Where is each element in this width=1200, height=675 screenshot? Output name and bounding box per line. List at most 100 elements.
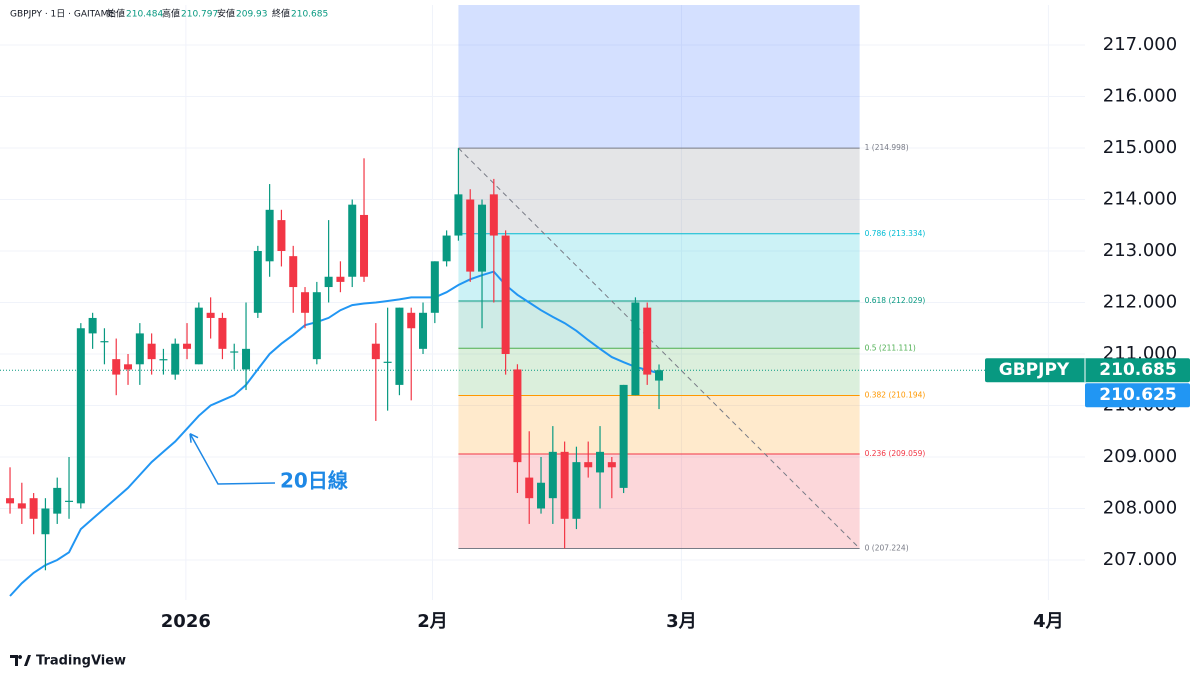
candle-body (230, 351, 239, 353)
candle-body (395, 307, 404, 385)
x-tick-label: 4月 (1033, 611, 1064, 632)
candle-body (360, 214, 369, 277)
annotation-text: 20日線 (280, 469, 348, 493)
candle-body (242, 348, 251, 370)
candle-body (17, 503, 26, 509)
candle-body (53, 487, 62, 514)
candle-body (572, 462, 581, 519)
candle-body (171, 343, 180, 375)
y-tick-label: 207.000 (1103, 549, 1177, 570)
ohlc-value: 210.797 (181, 10, 218, 20)
candle-body (584, 462, 593, 468)
candle-body (183, 343, 192, 349)
candle-body (631, 302, 640, 396)
candle-body (607, 462, 616, 468)
candle-body (501, 235, 510, 354)
candle-body (643, 307, 652, 375)
candle-body (489, 194, 498, 236)
ohlc-name: 終値 (272, 8, 290, 20)
ma-tag-value: 210.625 (1099, 385, 1176, 405)
annotation-arrow (189, 432, 276, 485)
x-tick-label: 2月 (417, 611, 448, 632)
candle-body (525, 477, 534, 499)
fib-zone (458, 148, 860, 234)
ohlc-value: 210.484 (126, 10, 163, 20)
candle-body (655, 370, 664, 381)
x-tick-label: 2026 (161, 611, 211, 632)
tradingview-logo: TradingView (10, 654, 126, 669)
candle-body (206, 312, 215, 318)
x-tick-label: 3月 (666, 611, 697, 632)
fib-label: 0 (207.224) (865, 543, 909, 552)
price-tag-value: 210.685 (1099, 360, 1176, 380)
moving-average-line (9, 270, 660, 597)
candle-body (336, 276, 345, 282)
ohlc-name: 高値 (162, 8, 180, 20)
candle-body (194, 307, 203, 365)
fib-label: 0.5 (211.111) (865, 343, 916, 352)
candle-body (430, 261, 439, 313)
y-tick-label: 215.000 (1103, 137, 1177, 158)
candle-body (466, 199, 475, 272)
candle-body (454, 194, 463, 236)
candle-body (301, 292, 310, 313)
candle-body (442, 235, 451, 262)
candle-body (619, 384, 628, 488)
candle-body (383, 361, 392, 363)
candle-body (560, 451, 569, 519)
y-tick-label: 212.000 (1103, 292, 1177, 313)
y-tick-label: 214.000 (1103, 189, 1177, 210)
candle-body (253, 251, 262, 313)
candle-body (218, 317, 227, 349)
y-tick-label: 217.000 (1103, 34, 1177, 55)
ohlc-value: 209.93 (236, 10, 268, 20)
candle-body (371, 343, 380, 360)
y-tick-label: 208.000 (1103, 497, 1177, 518)
logo-icon (10, 655, 31, 666)
candle-body (324, 276, 333, 288)
fib-zone (458, 233, 860, 302)
candle-body (419, 312, 428, 349)
y-tick-label: 209.000 (1103, 446, 1177, 467)
candle-body (29, 498, 38, 519)
ohlc-value: 210.685 (291, 10, 328, 20)
ohlc-name: 安値 (217, 8, 235, 20)
candle-body (76, 328, 85, 504)
candle-body (88, 317, 97, 334)
symbol-line: GBPJPY · 1日 · GAITAME (10, 9, 114, 20)
candle-body (41, 508, 50, 535)
fib-zone (458, 453, 860, 549)
candle-body (548, 451, 557, 499)
candle-body (277, 220, 286, 252)
candle-body (265, 209, 274, 262)
fib-trend-line (458, 147, 860, 549)
fib-zone (458, 301, 860, 349)
candle-body (513, 369, 522, 463)
y-tick-label: 213.000 (1103, 240, 1177, 261)
price-tag-name: GBPJPY (999, 360, 1070, 380)
fib-label: 1 (214.998) (865, 143, 909, 152)
y-tick-label: 216.000 (1103, 86, 1177, 107)
candle-body (112, 359, 121, 375)
ohlc-name: 始値 (107, 8, 125, 20)
fib-label: 0.618 (212.029) (865, 296, 926, 305)
candle-body (478, 204, 487, 272)
fib-label: 0.786 (213.334) (865, 229, 926, 238)
candle-body (537, 482, 546, 509)
candle-body (312, 292, 321, 360)
candle-body (289, 256, 298, 288)
candle-body (65, 500, 74, 502)
candle-body (147, 343, 156, 360)
candle-body (124, 364, 133, 370)
fib-label: 0.382 (210.194) (865, 391, 926, 400)
ma-tag-bg (1085, 383, 1190, 408)
footer-text: TradingView (36, 654, 126, 669)
fib-label: 0.236 (209.059) (865, 449, 926, 458)
candle-body (100, 341, 109, 343)
candle-body (135, 333, 144, 365)
fib-extension-zone (458, 5, 860, 149)
candle-body (596, 451, 605, 473)
price-tag-bg (985, 358, 1190, 383)
